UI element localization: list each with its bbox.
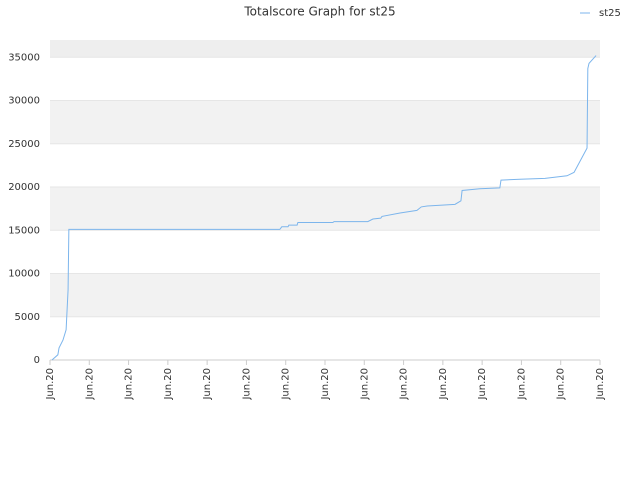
y-tick-label: 25000 [8, 139, 40, 150]
line [51, 55, 597, 361]
x-tick-label: Jun.20 [281, 368, 292, 401]
x-tick-label: Jun.20 [556, 368, 567, 401]
x-tick-label: Jun.20 [45, 368, 56, 401]
x-tick-label: Jun.20 [241, 368, 252, 401]
x-tick-label: Jun.20 [438, 368, 449, 401]
y-tick-label: 5000 [15, 312, 40, 323]
grid-band [50, 100, 600, 144]
x-tick-label: Jun.20 [399, 368, 410, 401]
grid-band [50, 187, 600, 231]
y-tick-label: 20000 [8, 182, 40, 193]
x-tick-label: Jun.20 [359, 368, 370, 401]
y-tick-label: 15000 [8, 225, 40, 236]
grid-band [50, 273, 600, 317]
x-tick-label: Jun.20 [84, 368, 95, 401]
legend-label: st25 [599, 8, 621, 19]
y-tick-label: 0 [34, 355, 40, 366]
x-tick-label: Jun.20 [320, 368, 331, 401]
x-tick-label: Jun.20 [124, 368, 135, 401]
y-tick-label: 30000 [8, 96, 40, 107]
x-tick-label: Jun.20 [163, 368, 174, 401]
grid-band [50, 40, 600, 58]
chart-title: Totalscore Graph for st25 [243, 5, 395, 19]
x-tick-label: Jun.20 [595, 368, 606, 401]
x-tick-label: Jun.20 [202, 368, 213, 401]
y-tick-label: 10000 [8, 269, 40, 280]
y-tick-label: 35000 [8, 52, 40, 63]
x-tick-label: Jun.20 [516, 368, 527, 401]
x-tick-label: Jun.20 [477, 368, 488, 401]
